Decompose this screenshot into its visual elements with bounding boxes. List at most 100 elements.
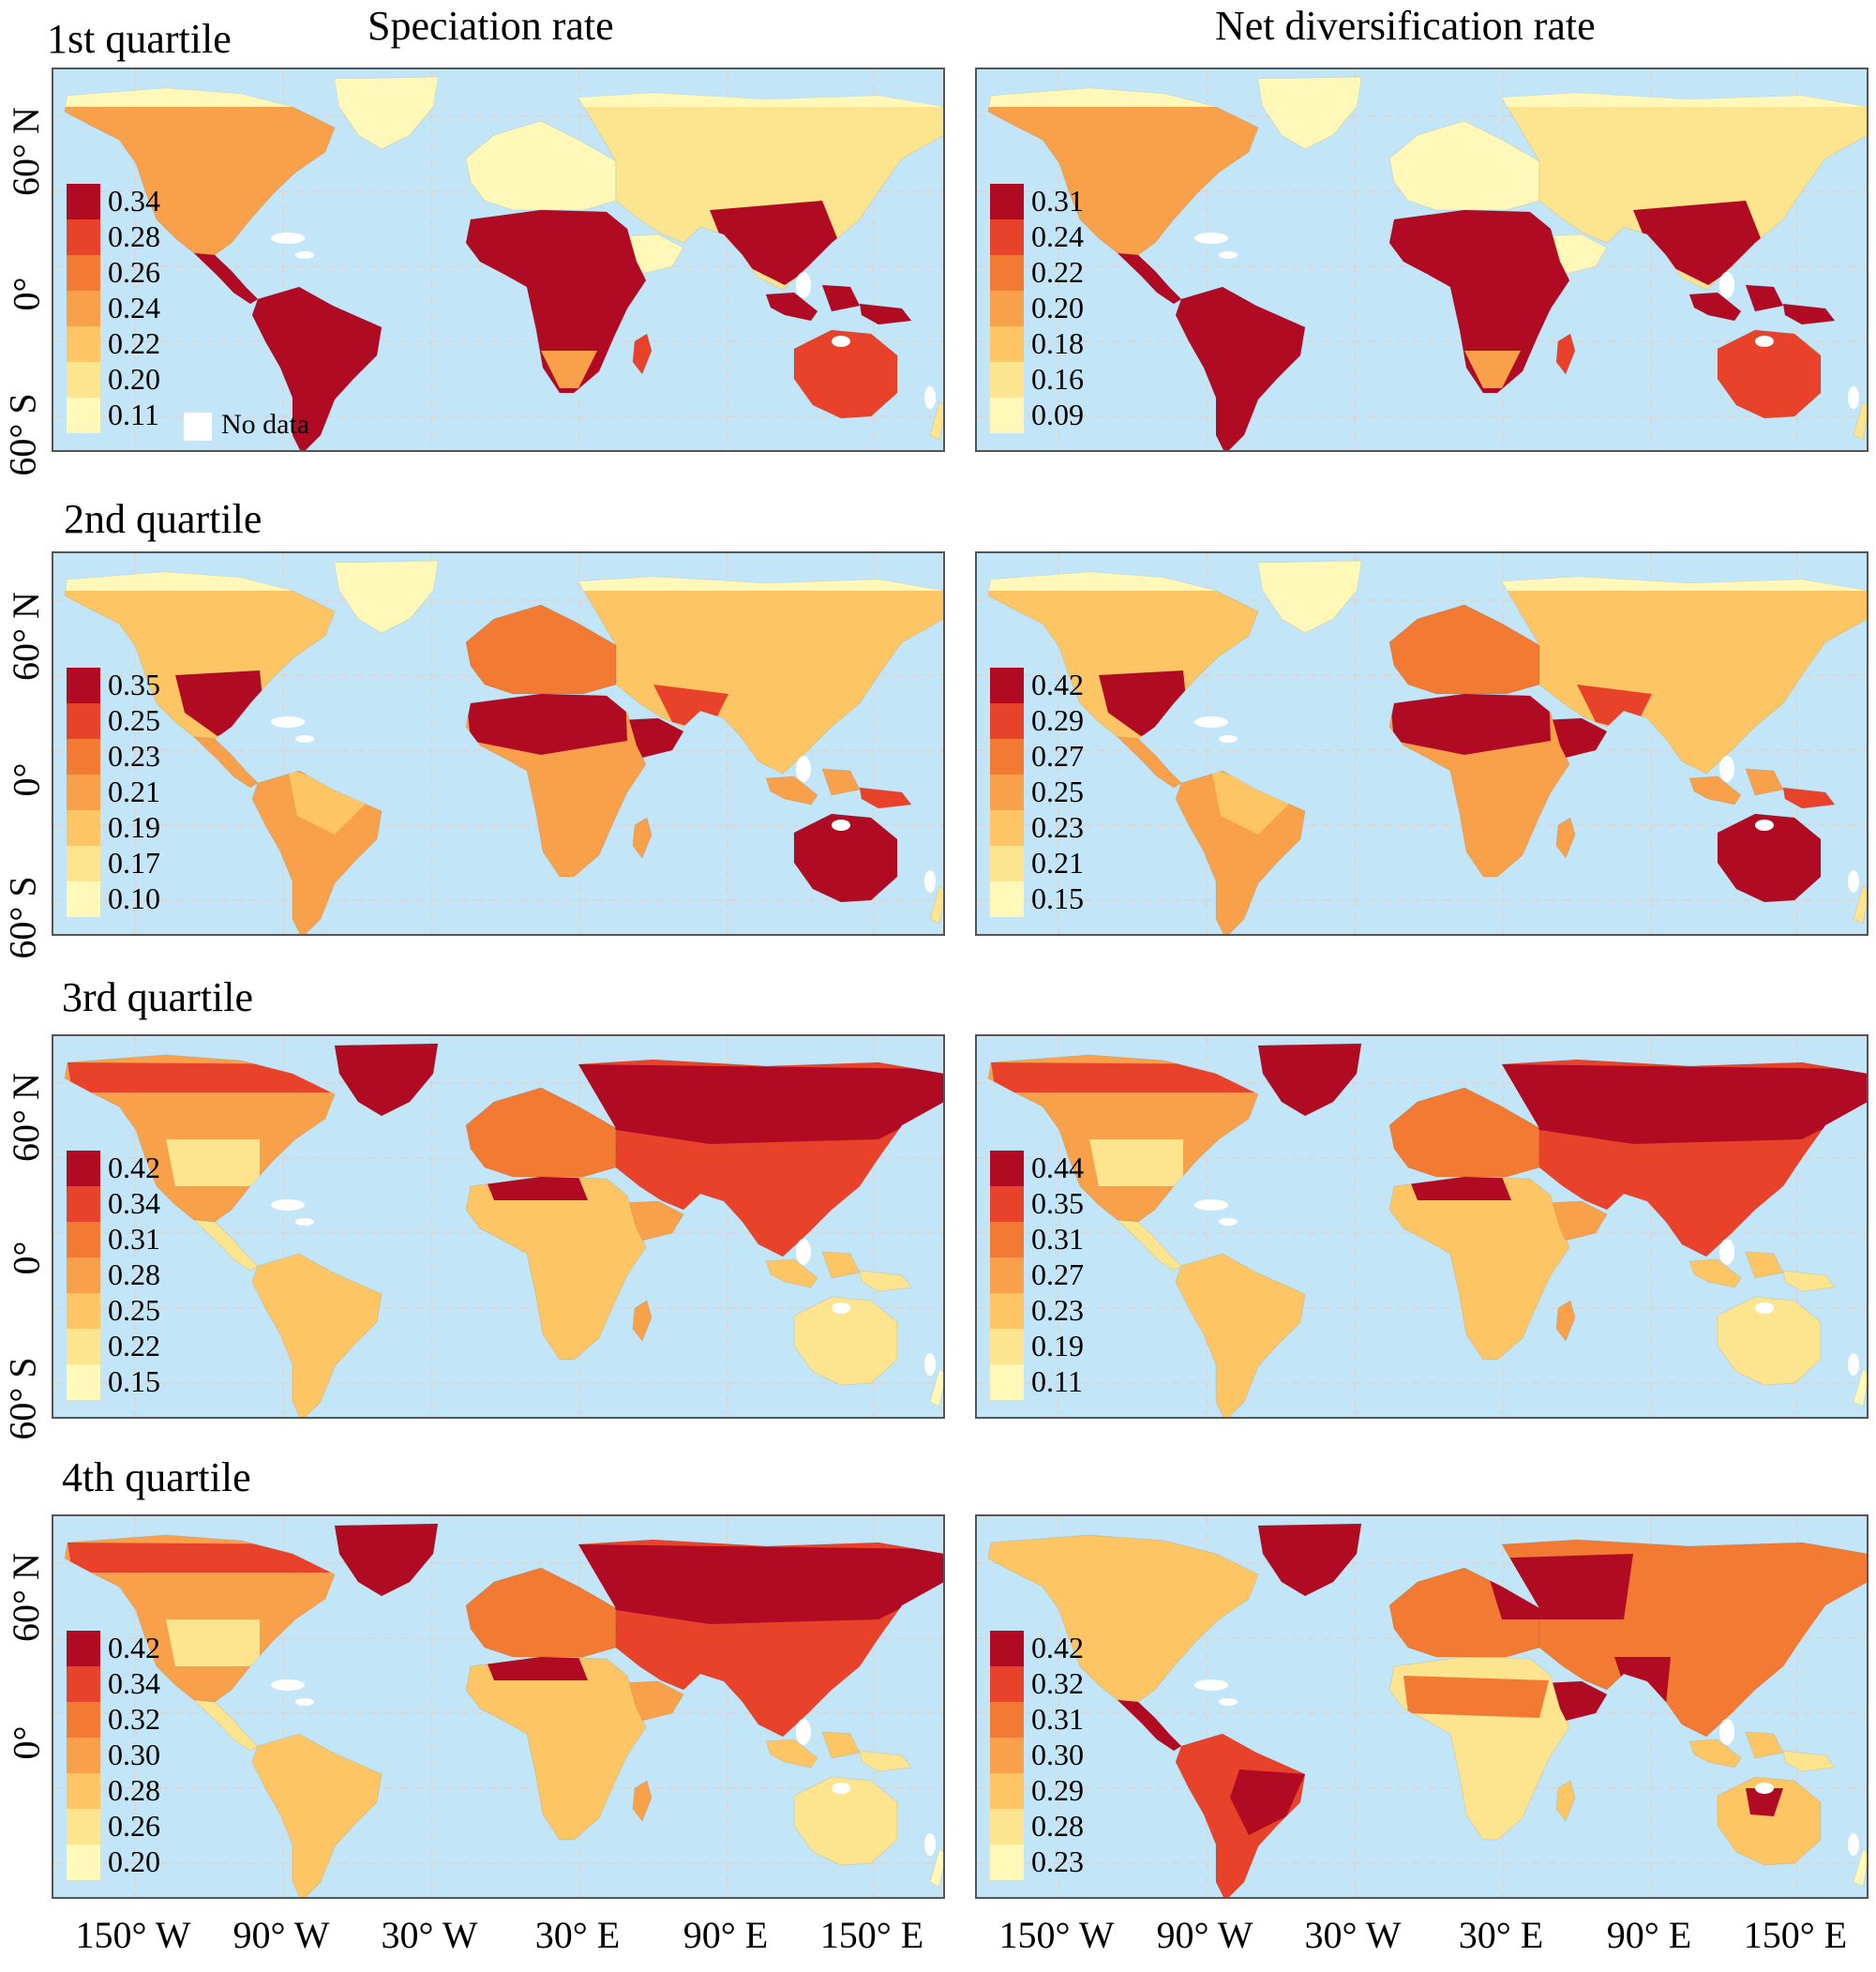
legend-swatch: [990, 1222, 1024, 1257]
legend-label: 0.23: [1031, 1844, 1084, 1878]
region-seAsia: [765, 284, 861, 322]
region-seAsia: [1688, 284, 1784, 322]
legend-label: 0.20: [108, 362, 160, 396]
region-centralAmerica: [1116, 252, 1182, 305]
region-madagascar: [632, 1300, 653, 1343]
region-highlight: [1080, 135, 1202, 201]
region-australia: [1717, 329, 1822, 419]
region-australia: [793, 813, 898, 903]
no-data-island: [1719, 756, 1734, 782]
legend-label: 0.30: [108, 1738, 160, 1771]
legend-label: 0.31: [108, 1222, 160, 1256]
legend-label: 0.23: [1031, 1293, 1084, 1327]
legend-swatch: [67, 1186, 100, 1222]
no-data-island: [271, 1199, 305, 1211]
legend-label: 0.42: [108, 1631, 160, 1664]
legend-swatch: [990, 219, 1024, 255]
legend-label: 0.22: [108, 1329, 160, 1362]
legend-label: 0.34: [108, 184, 160, 218]
no-data-island: [1719, 1239, 1734, 1265]
lon-label-150e-right: 150° E: [1743, 1914, 1848, 1956]
region-centralAmerica: [192, 252, 259, 305]
legend-label: 0.21: [108, 775, 160, 808]
no-data-island: [295, 735, 314, 743]
legend-label: 0.34: [108, 1666, 160, 1700]
legend-label: 0.28: [1031, 1809, 1084, 1843]
region-highlight: [466, 694, 627, 755]
legend-label: 0.23: [108, 739, 160, 773]
legend-swatch: [990, 362, 1024, 398]
region-australia: [1717, 1776, 1822, 1866]
lat-label-0-row3: 0°: [5, 1241, 48, 1275]
legend-label: 0.44: [1031, 1151, 1084, 1184]
legend-swatch: [990, 1329, 1024, 1364]
legend-label: 0.28: [108, 1257, 160, 1291]
lat-label-0-row1: 0°: [5, 277, 48, 311]
lat-label-60n-row2: 60° N: [4, 592, 47, 681]
legend-label: 0.26: [108, 255, 160, 289]
region-greenland: [1257, 1043, 1362, 1117]
no-data-island: [1755, 1302, 1774, 1314]
map-panel-netdiv-q3: 0.44 0.35 0.31 0.27 0.23 0.19 0.11: [975, 1034, 1868, 1419]
region-seAsia: [765, 768, 861, 805]
legend-swatch: [67, 362, 100, 398]
region-centralAmerica: [192, 1699, 259, 1752]
region-newZealand: [929, 1368, 943, 1407]
no-data-island: [295, 1218, 314, 1226]
region-highlight: [1389, 694, 1551, 755]
legend-swatch: [67, 291, 100, 326]
no-data-island: [1848, 1833, 1859, 1856]
no-data-island: [1219, 1698, 1238, 1706]
legend-label: 0.19: [108, 810, 160, 844]
legend-label: 0.35: [108, 668, 160, 701]
legend-swatch: [990, 291, 1024, 326]
region-highlight: [1464, 351, 1521, 388]
legend-label: 0.17: [108, 846, 160, 880]
legend-label: 0.42: [108, 1151, 160, 1184]
region-newZealand: [929, 885, 943, 925]
region-madagascar: [632, 817, 653, 860]
region-highlight: [475, 229, 625, 351]
legend-label: 0.22: [1031, 255, 1084, 289]
legend-swatch: [67, 1222, 100, 1257]
legend-swatch: [67, 1773, 100, 1809]
region-highlight: [988, 563, 1867, 591]
lon-label-90e-right: 90° E: [1606, 1914, 1692, 1956]
legend-swatch: [990, 1666, 1024, 1702]
legend-swatch: [67, 1257, 100, 1293]
legend-swatch: [990, 810, 1024, 846]
legend-swatch: [990, 739, 1024, 775]
region-seAsia: [765, 1251, 861, 1288]
region-highlight: [485, 1177, 588, 1200]
region-highlight: [278, 313, 372, 379]
legend-label: 0.31: [1031, 1222, 1084, 1256]
legend-swatch: [67, 1364, 100, 1400]
world-map: [977, 69, 1867, 450]
region-newZealand: [1853, 1368, 1867, 1407]
map-panel-speciation-q3: 0.42 0.34 0.31 0.28 0.25 0.22 0.15: [52, 1034, 945, 1419]
no-data-island: [1848, 1353, 1859, 1376]
region-newGuinea: [1782, 1750, 1836, 1772]
region-madagascar: [1555, 817, 1576, 860]
no-data-island: [832, 1302, 850, 1314]
legend-swatch: [67, 881, 100, 917]
no-data-swatch: [184, 413, 212, 441]
legend-swatch: [67, 1809, 100, 1844]
region-highlight: [1633, 201, 1764, 285]
region-highlight: [166, 1139, 260, 1186]
region-highlight: [578, 1544, 943, 1624]
region-highlight: [166, 1619, 260, 1666]
region-africa: [465, 1176, 647, 1361]
legend-swatch: [67, 775, 100, 810]
map-panel-netdiv-q2: 0.42 0.29 0.27 0.25 0.23 0.21 0.15: [975, 551, 1868, 936]
legend-label: 0.25: [108, 703, 160, 737]
legend-swatch: [67, 703, 100, 739]
legend-label: 0.11: [108, 398, 159, 431]
legend-swatch: [990, 326, 1024, 362]
no-data-island: [924, 386, 936, 409]
lon-label-150w-right: 150° W: [998, 1914, 1115, 1956]
region-europe: [465, 1087, 617, 1178]
region-highlight: [1502, 1064, 1867, 1144]
no-data-island: [1194, 716, 1228, 728]
row-title-2nd-quartile: 2nd quartile: [64, 496, 263, 542]
